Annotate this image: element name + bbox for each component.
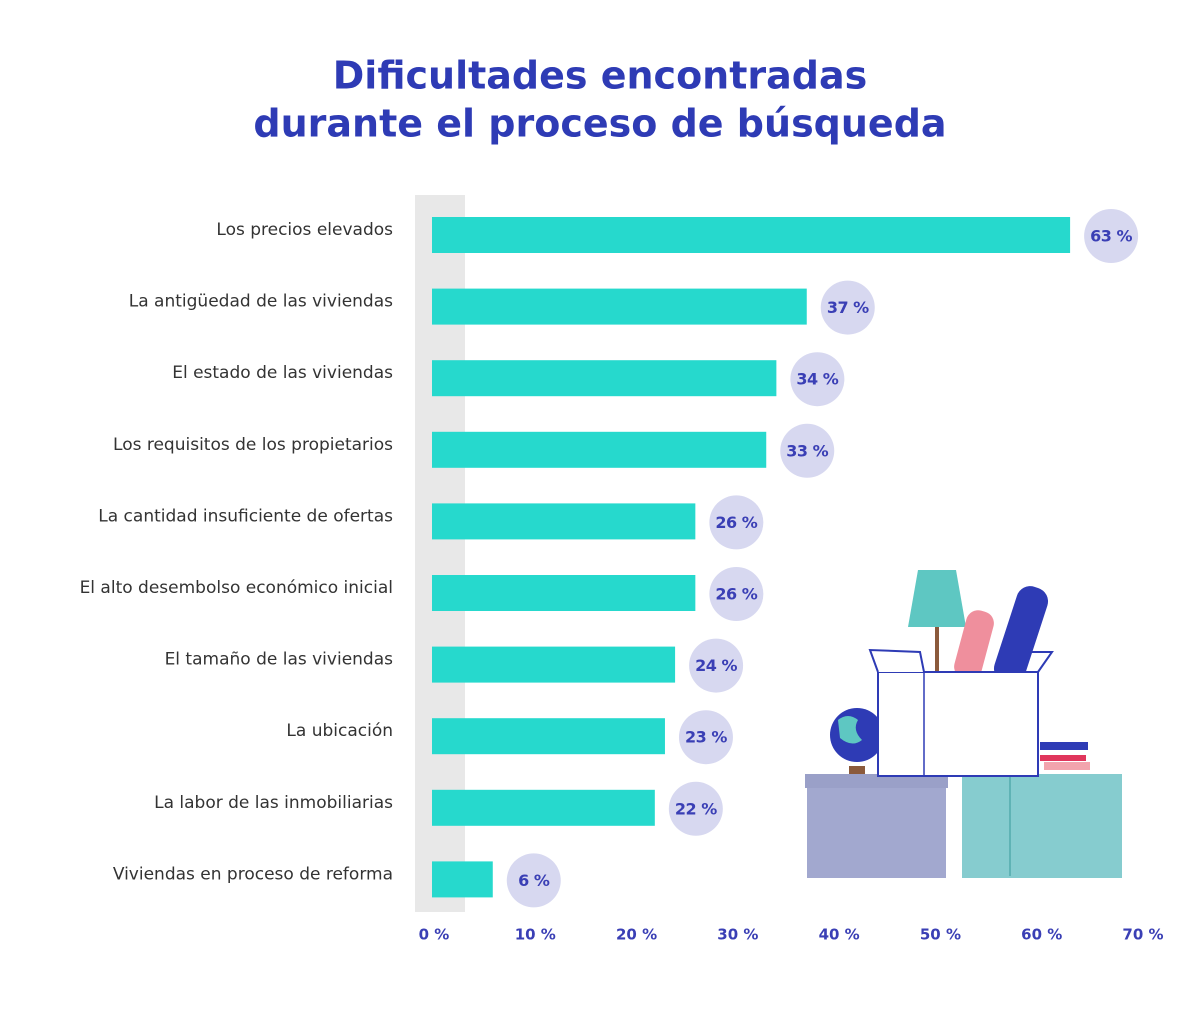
category-label: Los requisitos de los propietarios — [113, 435, 393, 455]
x-tick-label: 20 % — [616, 926, 657, 944]
value-label: 33 % — [786, 441, 828, 460]
chart-title: durante el proceso de búsqueda — [253, 102, 946, 146]
bar — [432, 288, 807, 325]
category-label: La cantidad insuficiente de ofertas — [98, 506, 393, 526]
value-bubble — [709, 567, 764, 621]
box-flap — [1000, 651, 1054, 673]
illustration — [805, 570, 1122, 878]
cabinet — [807, 778, 946, 878]
bar — [432, 575, 696, 611]
roll — [993, 586, 1049, 684]
value-label: 34 % — [796, 370, 838, 389]
value-label: 26 % — [715, 585, 757, 604]
value-bubble — [668, 781, 723, 836]
value-label: 23 % — [685, 728, 727, 747]
value-bubble — [780, 423, 835, 478]
x-tick-label: 60 % — [1021, 926, 1062, 944]
bar — [432, 718, 665, 755]
chart-title: Dificultades encontradas — [333, 54, 868, 98]
lamp-shade — [908, 570, 966, 627]
value-label: 63 % — [1090, 227, 1132, 246]
value-bubble — [689, 638, 744, 693]
category-label: El estado de las viviendas — [172, 363, 393, 383]
roll — [954, 610, 994, 680]
globe-base — [849, 766, 865, 774]
box-flap — [868, 648, 925, 673]
book — [1044, 762, 1090, 770]
value-label: 37 % — [827, 298, 869, 317]
value-label: 22 % — [675, 799, 717, 818]
value-bubble — [790, 352, 845, 407]
bar — [432, 789, 655, 826]
category-label: La antigüedad de las viviendas — [129, 292, 393, 312]
cabinet — [962, 774, 1122, 878]
category-label: La ubicación — [286, 721, 393, 741]
category-label: Viviendas en proceso de reforma — [113, 864, 393, 884]
bar — [432, 217, 1071, 253]
bar — [432, 503, 696, 540]
bar — [432, 360, 777, 397]
category-label: El tamaño de las viviendas — [165, 650, 394, 670]
book — [1040, 755, 1086, 761]
box — [877, 671, 1039, 777]
cabinet-top — [805, 774, 948, 788]
x-tick-label: 30 % — [717, 926, 758, 944]
category-label: El alto desembolso económico inicial — [80, 578, 393, 598]
bar — [432, 431, 767, 468]
x-tick-label: 50 % — [920, 926, 961, 944]
x-tick-label: 70 % — [1122, 926, 1163, 944]
x-tick-label: 40 % — [819, 926, 860, 944]
value-bubble — [1084, 209, 1139, 263]
value-bubble — [709, 495, 764, 550]
x-tick-label: 0 % — [419, 926, 450, 944]
bar — [432, 646, 676, 683]
bar — [432, 861, 493, 898]
globe-land — [838, 716, 862, 744]
value-label: 24 % — [695, 656, 737, 675]
category-label: La labor de las inmobiliarias — [154, 793, 393, 813]
category-label: Los precios elevados — [216, 220, 393, 240]
book — [1040, 742, 1088, 750]
value-label: 6 % — [518, 871, 550, 890]
value-bubble — [506, 853, 561, 908]
value-label: 26 % — [715, 513, 757, 532]
value-bubble — [820, 280, 875, 335]
x-tick-label: 10 % — [515, 926, 556, 944]
value-bubble — [678, 710, 733, 765]
